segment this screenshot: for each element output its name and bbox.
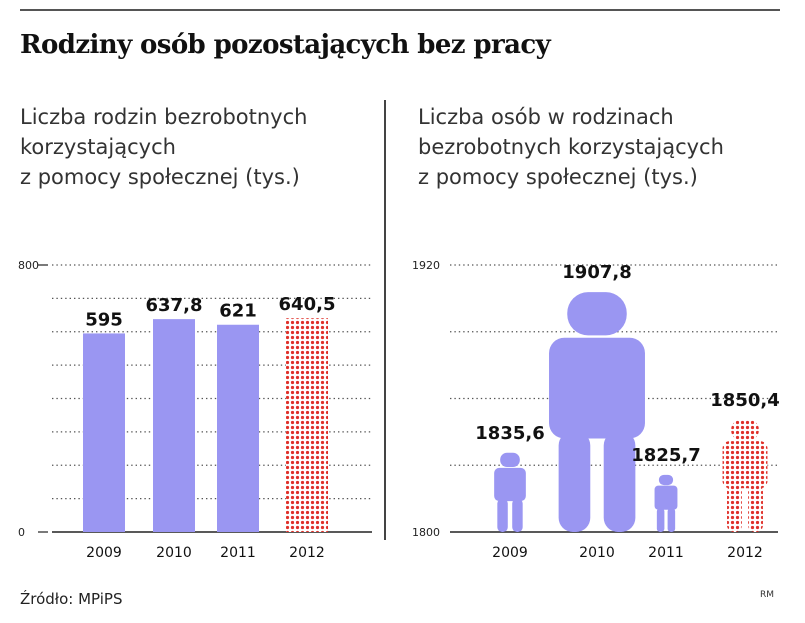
bar [153, 319, 195, 532]
person-figure [654, 474, 678, 532]
person-torso [494, 467, 526, 502]
person-leg-left [497, 498, 508, 532]
right-subtitle-line-3: z pomocy społecznej (tys.) [418, 165, 698, 189]
person-head [731, 419, 759, 441]
person-torso [549, 337, 645, 439]
top-rule [20, 9, 780, 11]
x-category-label: 2010 [579, 545, 615, 561]
bar-value-label: 595 [85, 309, 123, 330]
x-category-label: 2011 [220, 545, 256, 561]
person-leg-right [748, 484, 763, 532]
bar [217, 324, 259, 532]
x-category-label: 2009 [86, 545, 122, 561]
x-category-label: 2012 [727, 545, 763, 561]
person-torso [654, 485, 678, 510]
left-subtitle-line-3: z pomocy społecznej (tys.) [20, 165, 300, 189]
author-credit: RM [760, 590, 775, 600]
bar-value-label: 621 [219, 301, 257, 322]
person-value-label: 1825,7 [631, 445, 700, 466]
page-title: Rodziny osób pozostających bez pracy [20, 30, 551, 60]
x-category-label: 2011 [648, 545, 684, 561]
person-head [658, 474, 674, 486]
person-leg-right [603, 431, 636, 532]
person-leg-right [512, 498, 523, 532]
person-value-label: 1835,6 [475, 423, 544, 444]
left-subtitle-line-2: korzystających [20, 135, 176, 159]
y-tick-label: 800 [18, 259, 39, 272]
y-tick-label: 0 [18, 526, 25, 539]
bar-value-label: 640,5 [279, 294, 336, 315]
pictogram-chart-persons: 1920 1800 1835,6 2009 1907,8 2010 1825,7 2011 18… [412, 259, 780, 561]
person-leg-left [727, 484, 742, 532]
person-head [567, 292, 627, 336]
person-figure [494, 452, 526, 532]
person-torso [722, 441, 768, 489]
person-leg-left [558, 431, 591, 532]
person-head [500, 452, 520, 468]
bar-projection [286, 318, 328, 532]
left-chart-subtitle: Liczba rodzin bezrobotnych korzystającyc… [20, 102, 307, 192]
bar [83, 333, 125, 532]
person-value-label: 1907,8 [562, 262, 631, 283]
x-category-label: 2010 [156, 545, 192, 561]
person-leg-right [667, 507, 676, 532]
y-tick-label: 1800 [412, 526, 440, 539]
person-figure-projection [722, 419, 768, 532]
right-subtitle-line-2: bezrobotnych korzystających [418, 135, 724, 159]
y-tick-label: 1920 [412, 259, 440, 272]
x-category-label: 2012 [289, 545, 325, 561]
person-value-label: 1850,4 [710, 390, 779, 411]
person-figure [549, 292, 645, 532]
bar-chart-families: 800 0 595 2009 637,8 2010 621 2011 640,5 2012 [18, 259, 372, 561]
right-subtitle-line-1: Liczba osób w rodzinach [418, 105, 674, 129]
x-category-label: 2009 [492, 545, 528, 561]
right-chart-subtitle: Liczba osób w rodzinach bezrobotnych kor… [418, 102, 724, 192]
bar-value-label: 637,8 [146, 295, 203, 316]
person-leg-left [656, 507, 665, 532]
left-subtitle-line-1: Liczba rodzin bezrobotnych [20, 105, 308, 129]
chart-divider [384, 100, 386, 540]
source-note: Źródło: MPiPS [20, 590, 123, 608]
